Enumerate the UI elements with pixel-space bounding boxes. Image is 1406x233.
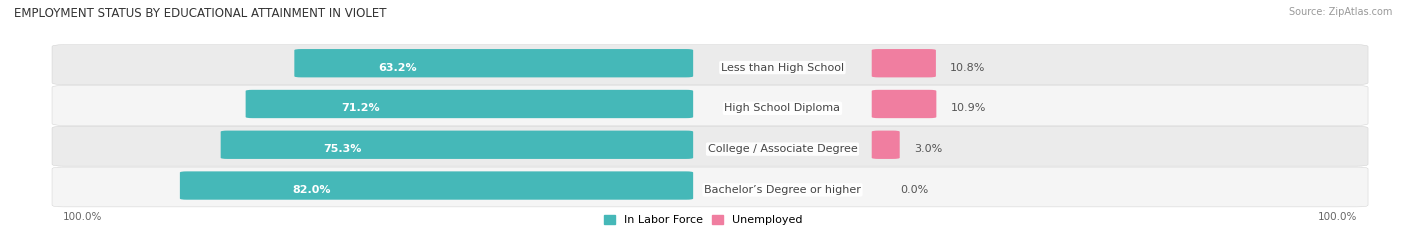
FancyBboxPatch shape [52, 45, 1368, 85]
Text: 10.9%: 10.9% [950, 103, 986, 113]
Text: 63.2%: 63.2% [378, 62, 416, 72]
FancyBboxPatch shape [221, 130, 693, 159]
Text: 10.8%: 10.8% [950, 62, 986, 72]
Text: 100.0%: 100.0% [63, 212, 103, 222]
FancyBboxPatch shape [180, 171, 693, 200]
Text: High School Diploma: High School Diploma [724, 103, 841, 113]
Text: 100.0%: 100.0% [1317, 212, 1357, 222]
Text: 0.0%: 0.0% [900, 185, 928, 195]
Legend: In Labor Force, Unemployed: In Labor Force, Unemployed [603, 215, 803, 225]
Text: 82.0%: 82.0% [292, 185, 330, 195]
Text: Bachelor’s Degree or higher: Bachelor’s Degree or higher [704, 185, 860, 195]
Text: 71.2%: 71.2% [342, 103, 381, 113]
Text: 3.0%: 3.0% [914, 144, 942, 154]
FancyBboxPatch shape [872, 49, 936, 77]
FancyBboxPatch shape [52, 126, 1368, 166]
Text: Source: ZipAtlas.com: Source: ZipAtlas.com [1288, 7, 1392, 17]
FancyBboxPatch shape [246, 90, 693, 118]
Text: EMPLOYMENT STATUS BY EDUCATIONAL ATTAINMENT IN VIOLET: EMPLOYMENT STATUS BY EDUCATIONAL ATTAINM… [14, 7, 387, 20]
Text: Less than High School: Less than High School [721, 62, 844, 72]
FancyBboxPatch shape [872, 130, 900, 159]
FancyBboxPatch shape [294, 49, 693, 77]
FancyBboxPatch shape [872, 90, 936, 118]
FancyBboxPatch shape [52, 86, 1368, 125]
Text: College / Associate Degree: College / Associate Degree [707, 144, 858, 154]
Text: 75.3%: 75.3% [323, 144, 361, 154]
FancyBboxPatch shape [52, 167, 1368, 207]
